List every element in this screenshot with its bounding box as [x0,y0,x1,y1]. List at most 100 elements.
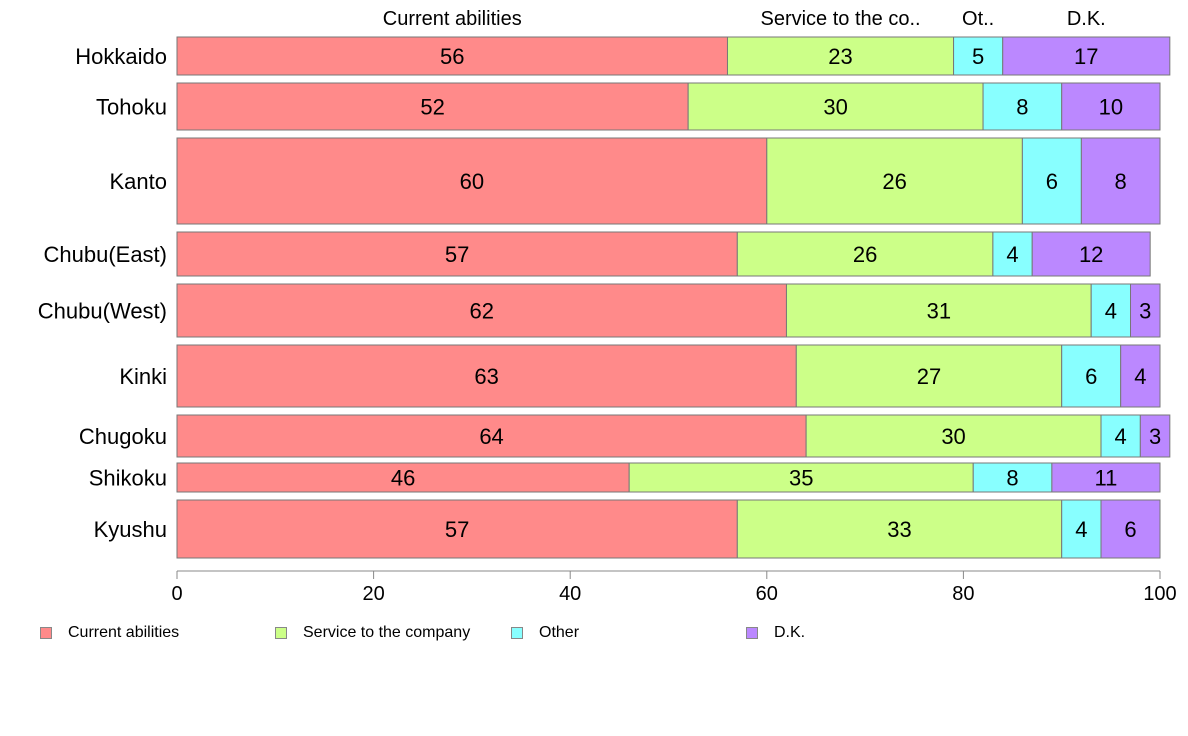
bar-value-label: 4 [1006,242,1018,267]
legend-item-current-abilities: Current abilities [40,624,179,642]
bar-value-label: 3 [1139,299,1151,324]
top-series-label: D.K. [1067,8,1106,30]
legend-label: Other [539,624,580,641]
bar-value-label: 63 [474,364,498,389]
bar-segment [1100,414,1141,458]
bar-value-label: 57 [445,517,469,542]
bar-value-label: 17 [1074,44,1098,69]
bar-value-label: 46 [391,466,415,491]
bar-segment [176,499,738,559]
legend: Current abilities Service to the company… [0,620,1188,650]
category-label: Chugoku [79,424,167,449]
bar-segment [795,344,1063,408]
bar-value-label: 31 [927,299,951,324]
category-label: Kinki [119,364,167,389]
category-label: Kanto [110,169,168,194]
bar-segment [805,414,1102,458]
bar-value-label: 6 [1085,364,1097,389]
bar-segment [628,462,974,493]
bar-segment [176,283,787,338]
bar-value-label: 8 [1016,95,1028,120]
bar-segment [1021,137,1082,225]
bar-value-label: 8 [1115,169,1127,194]
bar-segment [1139,414,1171,458]
x-tick-label: 60 [756,583,778,605]
bar-segment [176,231,738,277]
bar-value-label: 4 [1075,517,1087,542]
bar-value-label: 3 [1149,424,1161,449]
bar-value-label: 30 [823,95,847,120]
bar-value-label: 4 [1105,299,1117,324]
x-tick-label: 20 [362,583,384,605]
category-label: Shikoku [89,466,167,491]
bar-segment [736,499,1063,559]
bar-value-label: 62 [469,299,493,324]
legend-item-other: Other [511,624,579,642]
bar-segment [1061,82,1161,131]
bar-value-label: 4 [1134,364,1146,389]
bar-segment [1080,137,1161,225]
legend-swatch [275,627,287,639]
bar-value-label: 4 [1115,424,1127,449]
bar-segment [176,137,768,225]
bar-segment [176,82,689,131]
bar-value-label: 12 [1079,242,1103,267]
bar-value-label: 10 [1099,95,1123,120]
category-label: Hokkaido [75,44,167,69]
bar-value-label: 30 [941,424,965,449]
x-tick-label: 80 [952,583,974,605]
bar-segment [1031,231,1151,277]
legend-swatch [511,627,523,639]
bar-segment [1061,344,1122,408]
bar-value-label: 5 [972,44,984,69]
bar-value-label: 56 [440,44,464,69]
category-label: Chubu(East) [43,242,167,267]
bar-value-label: 6 [1046,169,1058,194]
bar-value-label: 57 [445,242,469,267]
category-label: Chubu(West) [38,299,167,324]
x-axis: 0 20 40 60 80 100 [171,570,1177,605]
bar-value-label: 33 [887,517,911,542]
bar-segment [1090,283,1132,338]
legend-item-dk: D.K. [746,624,805,642]
bar-value-label: 26 [882,169,906,194]
bar-value-label: 60 [460,169,484,194]
top-series-label: Ot.. [962,8,994,30]
top-series-label: Service to the co.. [760,8,920,30]
bar-segment [982,82,1063,131]
bar-segment [766,137,1023,225]
bar-segment [1120,344,1161,408]
x-tick-label: 40 [559,583,581,605]
category-labels: Hokkaido Tohoku Kanto Chubu(East) Chubu(West… [38,44,167,542]
bar-value-label: 8 [1006,466,1018,491]
bar-value-label: 52 [420,95,444,120]
bar-segment [1100,499,1161,559]
bar-value-label: 64 [479,424,503,449]
bar-value-label: 27 [917,364,941,389]
x-tick-label: 0 [171,583,182,605]
bar-segment [1002,36,1171,76]
x-tick-label: 100 [1143,583,1176,605]
bar-segment [176,344,797,408]
bar-segment [736,231,994,277]
bar-value-label: 26 [853,242,877,267]
top-labels: Current abilities Service to the co.. Ot..… [383,8,1106,30]
bar-value-label: 35 [789,466,813,491]
category-label: Tohoku [96,95,167,120]
bar-value-label: 6 [1124,517,1136,542]
bar-segment [992,231,1033,277]
category-label: Kyushu [94,517,167,542]
bar-segment [687,82,984,131]
bar-value-label: 23 [828,44,852,69]
bar-value-label: 11 [1095,466,1118,491]
legend-swatch [746,627,758,639]
legend-label: Service to the company [303,624,471,641]
legend-swatch [40,627,52,639]
bar-segment [785,283,1092,338]
legend-label: D.K. [774,624,806,641]
bar-segment [176,462,630,493]
bar-segment [1051,462,1161,493]
legend-label: Current abilities [68,624,180,641]
